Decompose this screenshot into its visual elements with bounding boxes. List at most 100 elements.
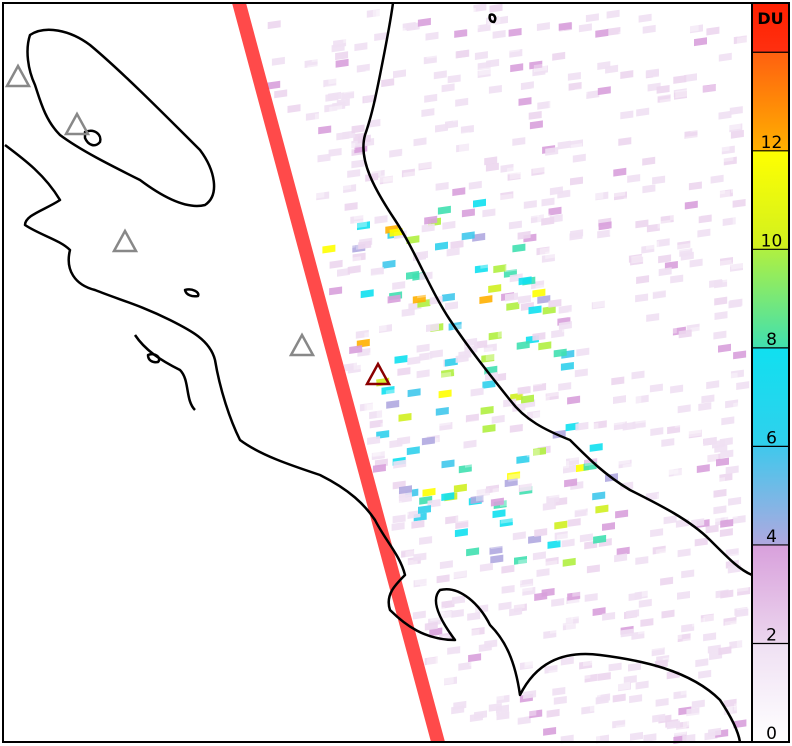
so2-pixel (709, 192, 723, 201)
so2-pixel (503, 630, 517, 640)
so2-pixel (529, 377, 542, 387)
so2-pixel (543, 107, 557, 117)
so2-pixel (475, 38, 489, 48)
so2-pixel (674, 90, 687, 100)
so2-pixel (425, 234, 439, 244)
so2-pixel (650, 427, 664, 437)
so2-pixel (446, 274, 459, 284)
so2-pixel (675, 678, 689, 688)
so2-pixel (688, 428, 702, 438)
so2-pixel (490, 554, 504, 564)
so2-pixel (355, 277, 369, 286)
so2-pixel (480, 98, 494, 108)
so2-pixel (719, 189, 733, 198)
so2-pixel (558, 321, 572, 330)
so2-pixel (534, 592, 548, 602)
so2-pixel (602, 522, 615, 531)
so2-pixel (546, 494, 560, 504)
so2-pixel (291, 146, 305, 156)
so2-pixel (425, 31, 439, 41)
so2-pixel (329, 105, 343, 115)
so2-pixel (526, 448, 540, 458)
so2-pixel (409, 594, 423, 604)
so2-pixel (585, 422, 599, 432)
so2-pixel (560, 617, 574, 627)
so2-pixel (465, 605, 479, 615)
so2-pixel (584, 673, 598, 683)
so2-pixel (343, 184, 357, 193)
so2-pixel (456, 143, 470, 153)
so2-pixel (630, 188, 644, 198)
so2-pixel (343, 34, 357, 44)
so2-pixel (426, 656, 440, 666)
so2-pixel (533, 447, 546, 456)
so2-pixel (435, 123, 448, 133)
so2-pixel (659, 550, 673, 560)
so2-pixel (328, 147, 342, 157)
so2-pixel (510, 710, 524, 720)
so2-pixel (685, 135, 699, 144)
so2-pixel (666, 413, 680, 422)
so2-pixel (693, 559, 707, 569)
so2-pixel (411, 180, 425, 189)
so2-pixel (473, 3, 487, 13)
so2-pixel (351, 124, 365, 134)
so2-pixel (300, 184, 314, 193)
so2-pixel (453, 570, 467, 580)
so2-pixel (713, 330, 727, 340)
so2-pixel (466, 628, 480, 638)
so2-pixel (586, 90, 600, 100)
coastline-islet (146, 353, 161, 364)
so2-pixel (510, 63, 524, 73)
so2-pixel (477, 69, 491, 78)
so2-pixel (471, 626, 485, 636)
so2-pixel (597, 61, 611, 71)
so2-pixel (664, 260, 678, 270)
so2-pixel (655, 547, 669, 557)
so2-pixel (650, 528, 664, 538)
so2-pixel (604, 115, 618, 124)
so2-pixel (408, 568, 422, 578)
colorbar-tick-label: 0 (766, 724, 777, 744)
so2-pixel (518, 276, 532, 286)
so2-pixel (684, 92, 698, 102)
so2-pixel (398, 79, 412, 88)
so2-pixel (678, 665, 692, 675)
so2-pixel (437, 205, 451, 215)
so2-pixel (262, 34, 276, 44)
so2-pixel (369, 419, 383, 429)
so2-pixel (462, 281, 476, 291)
so2-pixel (509, 170, 523, 180)
so2-pixel (528, 534, 542, 544)
so2-pixel (514, 555, 527, 565)
so2-pixel (613, 167, 627, 177)
so2-pixel (701, 339, 715, 349)
so2-pixel (455, 520, 469, 529)
so2-pixel (683, 225, 697, 235)
so2-pixel (545, 391, 559, 401)
so2-pixel (474, 340, 488, 349)
coastline-main-west (4, 144, 742, 743)
so2-pixel (707, 514, 721, 524)
so2-pixel (636, 275, 650, 285)
so2-pixel (691, 518, 705, 528)
colorbar-band (752, 150, 789, 250)
so2-pixel (481, 353, 495, 363)
so2-pixel (463, 556, 476, 566)
so2-pixel (351, 159, 365, 169)
so2-pixel (572, 327, 586, 337)
so2-pixel (579, 235, 593, 245)
so2-pixel (411, 519, 425, 529)
so2-pixel (618, 459, 632, 469)
so2-pixel (468, 653, 482, 663)
so2-pixel (718, 646, 732, 656)
so2-pixel (479, 224, 493, 234)
so2-pixel (658, 108, 672, 117)
so2-pixel (450, 240, 464, 249)
so2-pixel (565, 616, 579, 626)
so2-pixel (686, 712, 700, 722)
so2-pixel (460, 34, 474, 44)
so2-pixel (331, 43, 345, 53)
so2-pixel (353, 10, 367, 20)
so2-pixel (671, 178, 685, 188)
